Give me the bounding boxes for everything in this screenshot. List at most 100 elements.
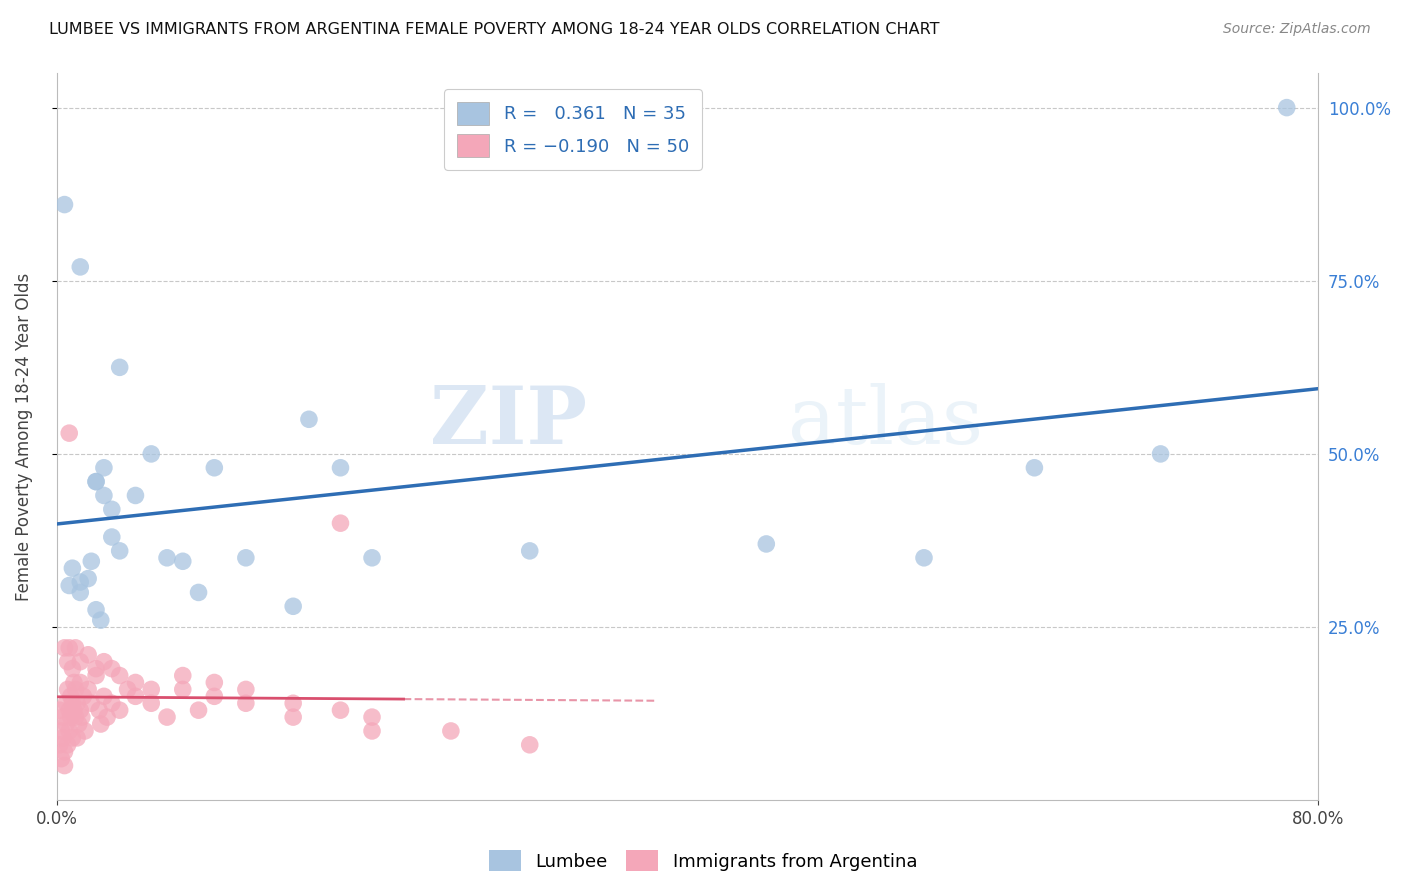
Point xyxy=(58,723,80,738)
Point xyxy=(69,675,91,690)
Point xyxy=(69,585,91,599)
Text: ZIP: ZIP xyxy=(429,383,586,461)
Point xyxy=(156,710,179,724)
Point xyxy=(70,710,93,724)
Point xyxy=(1275,101,1298,115)
Point xyxy=(124,690,146,704)
Point xyxy=(80,696,103,710)
Point xyxy=(53,745,76,759)
Point xyxy=(235,682,257,697)
Point xyxy=(60,696,83,710)
Point xyxy=(108,703,131,717)
Point xyxy=(52,731,75,745)
Point xyxy=(172,554,194,568)
Text: atlas: atlas xyxy=(789,383,984,461)
Point xyxy=(56,655,79,669)
Point xyxy=(361,710,384,724)
Point xyxy=(124,488,146,502)
Point xyxy=(283,599,305,614)
Point xyxy=(361,550,384,565)
Point xyxy=(51,752,73,766)
Point xyxy=(66,696,89,710)
Point xyxy=(53,758,76,772)
Point xyxy=(63,703,86,717)
Point xyxy=(73,723,96,738)
Point xyxy=(108,360,131,375)
Point xyxy=(912,550,935,565)
Point xyxy=(58,640,80,655)
Point xyxy=(283,710,305,724)
Point xyxy=(49,738,72,752)
Point xyxy=(69,703,91,717)
Legend: R =   0.361   N = 35, R = −0.190   N = 50: R = 0.361 N = 35, R = −0.190 N = 50 xyxy=(444,89,702,170)
Point xyxy=(49,703,72,717)
Point xyxy=(56,738,79,752)
Point xyxy=(172,668,194,682)
Point xyxy=(55,696,77,710)
Point xyxy=(69,655,91,669)
Point xyxy=(72,690,94,704)
Point xyxy=(202,690,225,704)
Y-axis label: Female Poverty Among 18-24 Year Olds: Female Poverty Among 18-24 Year Olds xyxy=(15,272,32,600)
Point xyxy=(141,447,163,461)
Point xyxy=(202,460,225,475)
Point xyxy=(361,723,384,738)
Text: LUMBEE VS IMMIGRANTS FROM ARGENTINA FEMALE POVERTY AMONG 18-24 YEAR OLDS CORRELA: LUMBEE VS IMMIGRANTS FROM ARGENTINA FEMA… xyxy=(49,22,939,37)
Point xyxy=(58,426,80,441)
Text: Source: ZipAtlas.com: Source: ZipAtlas.com xyxy=(1223,22,1371,37)
Point xyxy=(67,717,90,731)
Point xyxy=(519,544,541,558)
Point xyxy=(329,460,352,475)
Point xyxy=(65,710,87,724)
Point xyxy=(96,710,118,724)
Point xyxy=(60,731,83,745)
Point xyxy=(90,717,112,731)
Point xyxy=(1024,460,1046,475)
Point xyxy=(77,682,100,697)
Point xyxy=(53,197,76,211)
Point xyxy=(235,696,257,710)
Point xyxy=(56,682,79,697)
Point xyxy=(187,585,209,599)
Point xyxy=(51,723,73,738)
Point xyxy=(53,640,76,655)
Point xyxy=(329,703,352,717)
Point xyxy=(63,675,86,690)
Point xyxy=(84,668,107,682)
Point xyxy=(108,668,131,682)
Point xyxy=(60,662,83,676)
Point xyxy=(52,710,75,724)
Point xyxy=(172,682,194,697)
Point xyxy=(93,460,115,475)
Point xyxy=(69,260,91,274)
Point xyxy=(69,575,91,590)
Point xyxy=(65,640,87,655)
Point xyxy=(65,682,87,697)
Point xyxy=(84,475,107,489)
Point xyxy=(101,530,124,544)
Point xyxy=(66,731,89,745)
Point xyxy=(101,662,124,676)
Point xyxy=(755,537,778,551)
Point xyxy=(77,572,100,586)
Point xyxy=(84,662,107,676)
Point xyxy=(156,550,179,565)
Point xyxy=(80,554,103,568)
Point xyxy=(77,648,100,662)
Point xyxy=(141,696,163,710)
Point xyxy=(202,675,225,690)
Point xyxy=(84,475,107,489)
Point xyxy=(440,723,463,738)
Point xyxy=(108,544,131,558)
Point xyxy=(55,717,77,731)
Point xyxy=(235,550,257,565)
Point xyxy=(89,703,111,717)
Point xyxy=(124,675,146,690)
Point xyxy=(93,690,115,704)
Point xyxy=(58,703,80,717)
Point xyxy=(93,488,115,502)
Point xyxy=(101,696,124,710)
Point xyxy=(93,655,115,669)
Point xyxy=(59,710,82,724)
Point xyxy=(187,703,209,717)
